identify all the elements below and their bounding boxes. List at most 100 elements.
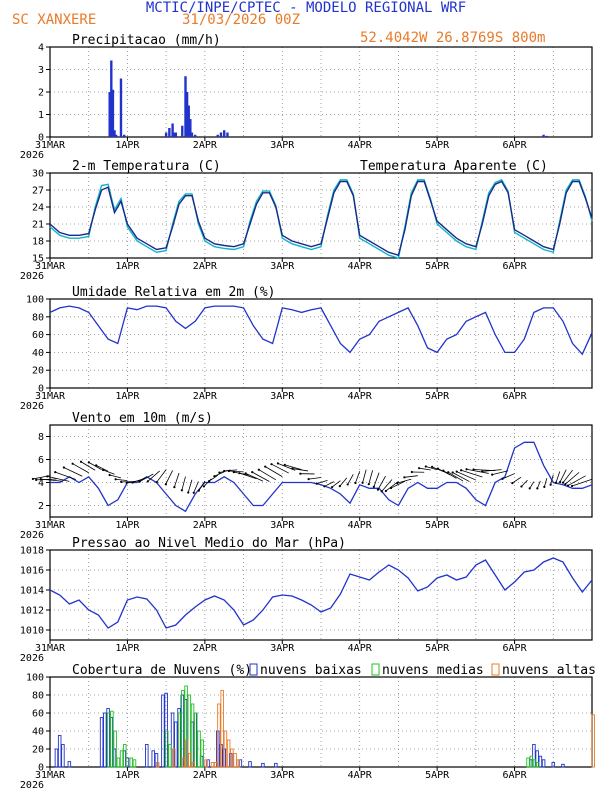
precip-bar [173,132,176,137]
wind-arrow-head [410,470,413,474]
legend-swatch [371,663,380,676]
x-tick-label: 1APR [115,391,140,402]
x-year-label: 2026 [20,530,44,541]
wind-arrow-head [424,465,427,468]
wind-arrow [47,475,70,482]
wind-arrow-head [346,483,349,486]
wind-arrow-head [465,468,468,471]
wind-arrow-head [561,481,565,484]
wind-arrow-head [114,478,117,481]
wind-arrow-head [549,483,552,486]
apparent-temperature-line [49,178,593,259]
wind-arrow [316,480,328,484]
wind-arrow [324,481,335,487]
wind-arrow-head [291,467,294,470]
x-tick-label: 2APR [193,140,218,151]
y-tick-label: 3 [38,65,44,76]
wind-arrow-head [361,481,364,484]
y-tick-label: 1016 [20,566,44,577]
precip-bar [171,123,174,137]
wind-arrow [368,470,374,485]
y-tick-label: 27 [32,186,44,197]
y-tick-label: 80 [32,312,44,323]
panel-title-humidity: Umidade Relativa em 2m (%) [72,285,276,300]
wind-arrow [214,471,225,477]
wind-arrow-head [187,491,190,494]
low-cloud-bar [248,761,252,768]
precip-bar [174,132,178,137]
wind-arrow-head [520,485,523,488]
wind-arrow-head [218,471,221,474]
wind-arrow-head [138,480,141,483]
precip-bar [542,134,545,137]
wind-arrow [559,469,567,483]
wind-arrow-head [71,462,74,465]
panel-frame [49,298,593,389]
x-tick-label: 1APR [115,770,140,781]
wind-arrow-head [264,465,267,468]
high-cloud-bar [217,703,221,768]
y-tick-label: 2 [38,88,44,99]
x-year-label: 2026 [20,401,44,412]
wind-arrow-head [299,472,302,475]
x-tick-label: 3APR [270,643,295,654]
y-tick-label: 1010 [20,626,44,637]
panel-title-temperature: 2-m Temperatura (C) [72,159,221,174]
wind-arrow [198,480,206,491]
wind-arrow-head [376,488,380,491]
precip-bar [189,119,192,137]
wind-arrow [165,470,173,485]
precip-bar [216,134,219,137]
panel-title-wind: Vento em 10m (m/s) [72,411,213,426]
wind-arrow-head [380,490,383,493]
x-tick-label: 6APR [503,643,528,654]
x-tick-label: 5APR [425,140,450,151]
wind-arrow-head [558,480,562,484]
high-cloud-bar [220,690,224,768]
low-cloud-bar [57,735,62,768]
wind-arrow-head [491,473,494,476]
panel-frame [49,172,593,259]
x-tick-label: 1APR [115,520,140,531]
low-cloud-bar [261,762,265,768]
wind-arrow [555,471,561,483]
wind-arrow-head [307,478,310,481]
high-cloud-bar [213,762,218,768]
wind-arrow [355,471,361,484]
x-tick-label: 1APR [115,643,140,654]
wind-arrow-head [570,484,574,488]
wind-arrow [187,479,193,493]
wind-arrow-head [436,467,440,470]
wind-arrow-head [227,469,230,473]
legend-swatch [249,663,258,676]
precip-bar [226,132,229,137]
wind-arrow [550,474,554,485]
y-tick-label: 21 [32,220,44,231]
wind-arrow-head [164,482,167,486]
wind-arrow-head [155,480,158,484]
y-tick-label: 0 [38,763,44,774]
humidity-line [49,305,593,356]
mid-cloud-bar [116,757,121,768]
wind-arrow-head [180,489,183,492]
precip-bar [108,92,111,137]
y-tick-label: 30 [32,169,44,180]
y-tick-label: 40 [32,348,44,359]
y-tick-label: 1014 [20,586,44,597]
mid-cloud-bar [168,744,172,768]
y-tick-label: 20 [32,366,44,377]
wind-arrow-head [430,465,434,468]
y-tick-label: 1 [38,110,44,121]
y-tick-label: 40 [32,727,44,738]
wind-arrow-head [384,489,387,493]
wind-arrow-head [389,486,393,490]
wind-arrow-head [108,473,111,477]
wind-arrow [55,471,76,480]
precip-bar [193,134,197,137]
wind-arrow [502,473,515,480]
x-tick-label: 4APR [348,391,373,402]
low-cloud-bar [145,744,149,768]
wind-arrow [208,474,218,482]
wind-arrow-head [276,462,280,465]
wind-arrow-head [338,485,341,488]
